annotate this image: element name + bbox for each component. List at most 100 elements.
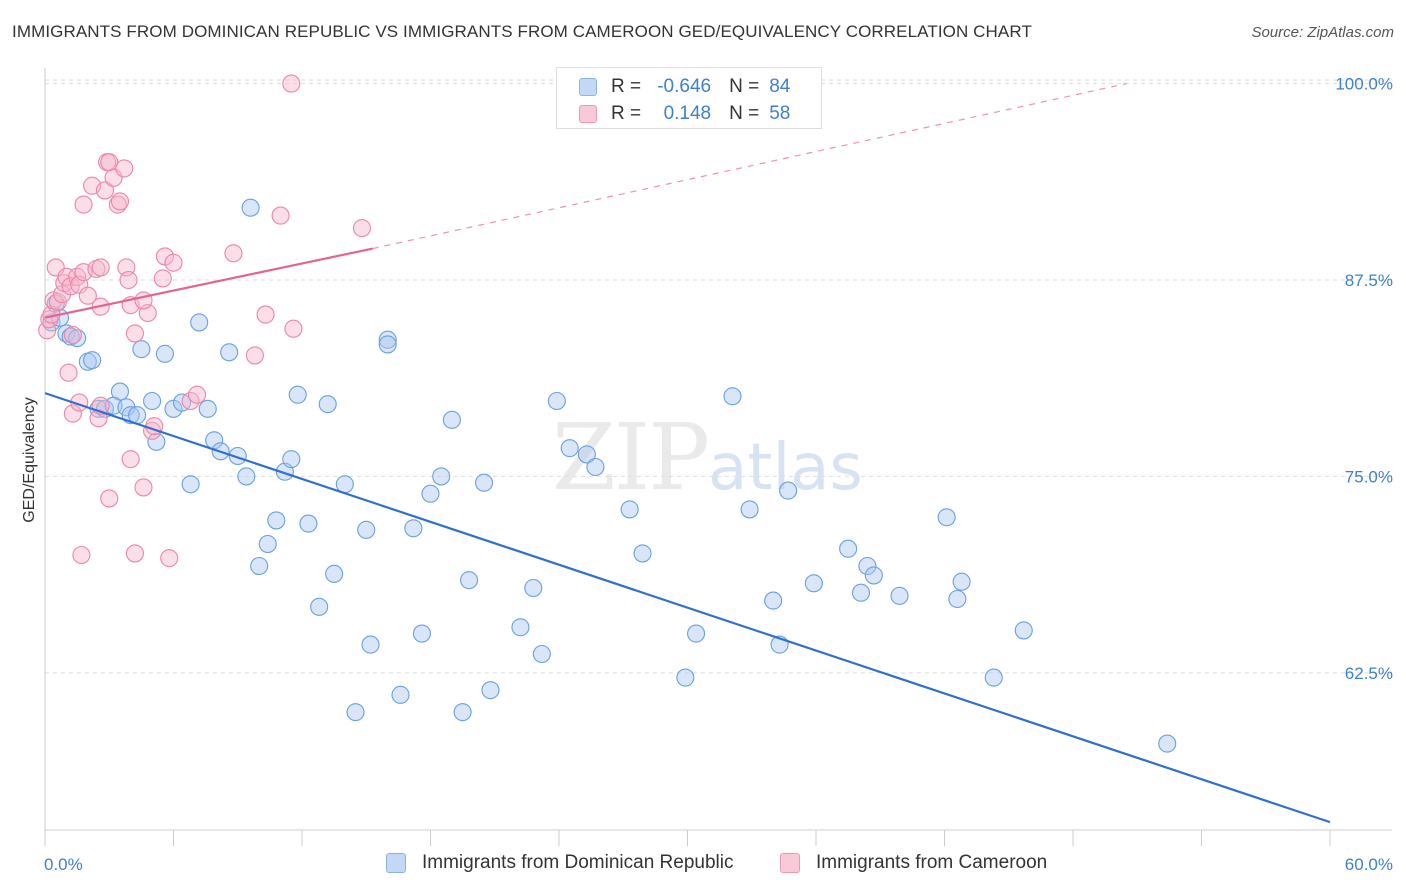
cameroon-point <box>282 74 301 93</box>
dominican-point <box>391 685 410 704</box>
y-tick-label: 87.5% <box>1345 271 1393 290</box>
cameroon-point <box>119 270 138 290</box>
cameroon-point <box>74 195 93 214</box>
dominican-trend-line <box>44 392 1331 824</box>
dominican-point <box>250 556 269 576</box>
legend-item-dominican[interactable]: Immigrants from Dominican Republic <box>386 852 734 874</box>
y-tick-label: 100.0% <box>1335 75 1393 94</box>
cameroon-point <box>121 450 140 469</box>
n-value: 84 <box>769 76 791 97</box>
r-value: 0.148 <box>663 103 712 124</box>
dominican-point <box>325 564 344 583</box>
r-value: -0.646 <box>657 76 712 97</box>
dominican-point <box>432 467 451 486</box>
cameroon-point <box>134 291 153 310</box>
cameroon-point <box>108 195 127 214</box>
dominican-point <box>687 624 706 643</box>
dominican-point <box>1158 734 1177 753</box>
dominican-point <box>143 391 162 411</box>
legend-label: Immigrants from Dominican Republic <box>422 852 734 873</box>
dominican-point <box>459 571 479 590</box>
chart-title: IMMIGRANTS FROM DOMINICAN REPUBLIC VS IM… <box>12 22 1032 41</box>
cameroon-point <box>110 192 130 211</box>
dominican-point <box>633 544 652 563</box>
stats-legend: R = -0.646 N = 84 R = 0.148 N = 58 <box>556 67 822 129</box>
cameroon-point <box>78 286 97 305</box>
r-label: R = <box>611 76 642 97</box>
dominican-point <box>481 681 500 700</box>
dominican-point <box>442 410 461 429</box>
dominican-point <box>310 597 329 616</box>
cameroon-trend-line <box>44 247 373 319</box>
cameroon-point <box>164 253 183 272</box>
cameroon-point <box>271 206 290 225</box>
cameroon-point <box>160 549 179 568</box>
cameroon-point <box>134 478 153 497</box>
dominican-point <box>237 467 256 486</box>
dominican-point <box>267 511 286 530</box>
dominican-point <box>282 450 301 469</box>
cameroon-point <box>153 269 172 288</box>
dominican-point <box>421 484 440 503</box>
n-label: N = <box>729 76 760 97</box>
dominican-point <box>723 387 742 406</box>
dominican-point <box>412 624 431 643</box>
dominican-point <box>346 703 365 722</box>
cameroon-point <box>256 305 275 324</box>
dominican-point <box>779 481 798 500</box>
n-label: N = <box>729 103 760 124</box>
dominican-point <box>132 340 151 359</box>
stats-legend-row-cameroon: R = 0.148 N = 58 <box>579 102 790 126</box>
dominican-point <box>740 500 759 519</box>
grid-layer <box>45 79 1392 674</box>
dominican-point <box>404 519 423 538</box>
dominican-point <box>577 445 596 464</box>
cameroon-point <box>245 346 264 365</box>
blue-swatch-icon <box>386 853 406 873</box>
dominican-point <box>952 572 971 591</box>
pink-swatch-icon <box>780 853 800 873</box>
dominican-point <box>620 500 639 519</box>
dominican-point <box>241 198 260 217</box>
blue-swatch-icon <box>579 78 597 96</box>
dominican-point <box>190 313 209 332</box>
cameroon-point <box>125 324 144 343</box>
x-tick-label: 60.0% <box>1345 855 1393 874</box>
cameroon-point <box>95 181 115 200</box>
cameroon-point <box>63 404 82 423</box>
cameroon-point <box>224 244 243 263</box>
series-legend: Immigrants from Dominican Republic Immig… <box>0 852 1406 878</box>
dominican-point <box>804 574 823 593</box>
dominican-point <box>937 508 956 527</box>
cameroon-trend-extension <box>372 82 1127 250</box>
dominican-point <box>155 344 174 363</box>
dominican-point <box>147 432 166 451</box>
dominican-point <box>984 668 1003 687</box>
dominican-point <box>764 591 783 610</box>
cameroon-point <box>100 489 119 508</box>
dominican-point <box>288 385 307 404</box>
dominican-point <box>586 457 605 477</box>
cameroon-point <box>59 363 78 382</box>
cameroon-point <box>115 159 134 178</box>
dominican-point <box>357 520 376 539</box>
trend-layer <box>44 82 1331 824</box>
dominican-point <box>1014 621 1033 640</box>
cameroon-point <box>125 544 144 563</box>
dominican-point <box>948 589 967 609</box>
dominican-point <box>198 399 217 418</box>
dominican-point <box>453 703 472 722</box>
watermark-atlas: atlas <box>708 431 863 505</box>
dominican-point <box>524 578 543 598</box>
x-tick-label: 0.0% <box>44 855 83 874</box>
stats-legend-row-dominican: R = -0.646 N = 84 <box>579 75 790 99</box>
dominican-point <box>378 335 397 354</box>
pink-swatch-icon <box>579 105 597 123</box>
dominican-point <box>511 618 530 637</box>
y-tick-label: 62.5% <box>1345 664 1393 683</box>
dominican-point <box>560 439 579 458</box>
dominican-point <box>858 556 877 576</box>
r-label: R = <box>611 103 642 124</box>
y-axis-label: GED/Equivalency <box>21 397 38 523</box>
legend-item-cameroon[interactable]: Immigrants from Cameroon <box>780 852 1047 874</box>
